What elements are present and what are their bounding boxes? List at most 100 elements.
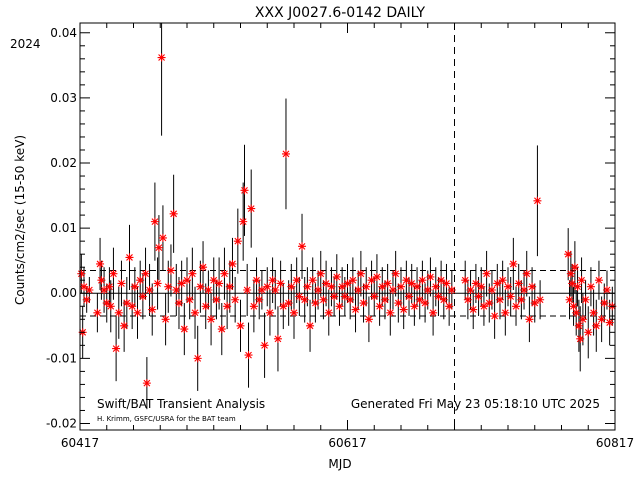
data-point-marker <box>268 276 277 285</box>
data-point-marker <box>300 295 309 304</box>
data-point-marker <box>356 269 365 278</box>
data-point-marker <box>477 282 486 291</box>
data-point-marker <box>592 321 601 330</box>
data-point-marker <box>236 321 245 330</box>
data-point-marker <box>335 302 344 311</box>
chart-title: XXX J0027.6-0142 DAILY <box>255 5 426 21</box>
data-point-marker <box>244 351 253 360</box>
data-point-marker <box>378 282 387 291</box>
data-point-marker <box>220 269 229 278</box>
data-markers <box>77 53 617 388</box>
data-point-marker <box>439 295 448 304</box>
data-point-marker <box>605 318 614 327</box>
data-point-marker <box>122 299 131 308</box>
data-point-marker <box>442 279 451 288</box>
data-point-marker <box>308 276 317 285</box>
data-point-marker <box>586 282 595 291</box>
data-point-marker <box>322 279 331 288</box>
data-point-marker <box>166 266 175 275</box>
x-tick-label: 60617 <box>328 436 366 450</box>
data-point-marker <box>495 295 504 304</box>
data-point-marker <box>77 269 86 278</box>
data-point-marker <box>584 328 593 337</box>
data-point-marker <box>340 292 349 301</box>
data-point-marker <box>528 282 537 291</box>
y-tick-label: -0.02 <box>46 416 77 430</box>
data-point-marker <box>530 299 539 308</box>
data-point-marker <box>522 269 531 278</box>
data-point-marker <box>397 282 405 291</box>
data-point-marker <box>536 295 545 304</box>
data-point-marker <box>279 302 288 311</box>
data-point-marker <box>172 285 181 294</box>
footer-analysis-label: Swift/BAT Transient Analysis <box>97 397 265 411</box>
data-point-marker <box>201 302 210 311</box>
data-point-marker <box>290 308 298 317</box>
data-point-marker <box>125 253 134 262</box>
data-point-marker <box>466 285 475 294</box>
y-axis-label: Counts/cm2/sec (15-50 keV) <box>13 135 27 305</box>
data-point-marker <box>199 263 208 272</box>
data-point-marker <box>469 305 478 314</box>
data-point-marker <box>112 344 121 353</box>
data-point-marker <box>319 295 328 304</box>
data-point-marker <box>388 285 397 294</box>
data-point-marker <box>100 285 109 294</box>
data-point-marker <box>418 276 427 285</box>
data-point-marker <box>239 217 248 226</box>
data-point-marker <box>482 269 491 278</box>
data-point-marker <box>485 299 494 308</box>
data-point-marker <box>474 292 483 301</box>
data-point-marker <box>324 308 333 317</box>
data-point-marker <box>243 285 252 294</box>
data-point-marker <box>180 325 189 334</box>
data-point-marker <box>565 295 574 304</box>
data-point-marker <box>364 315 373 324</box>
data-point-marker <box>311 299 320 308</box>
data-point-marker <box>193 354 202 363</box>
data-point-marker <box>240 186 249 195</box>
data-point-marker <box>600 299 609 308</box>
data-point-marker <box>217 325 226 334</box>
data-point-marker <box>372 272 381 281</box>
data-point-marker <box>394 299 403 308</box>
data-point-marker <box>204 285 213 294</box>
data-point-marker <box>148 305 157 314</box>
data-point-marker <box>463 295 472 304</box>
data-point-marker <box>509 259 518 268</box>
y-tick-label: 0.00 <box>50 286 77 300</box>
footer-credit: H. Krimm, GSFC/USRA for the BAT team <box>97 415 236 423</box>
data-point-marker <box>281 149 290 158</box>
data-point-marker <box>437 276 446 285</box>
data-point-marker <box>191 308 200 317</box>
data-point-marker <box>380 295 389 304</box>
data-point-marker <box>138 292 147 301</box>
data-point-marker <box>429 308 438 317</box>
data-point-marker <box>570 263 579 272</box>
y-tick-label: -0.01 <box>46 351 77 365</box>
data-point-marker <box>479 302 488 311</box>
data-point-marker <box>589 308 598 317</box>
data-point-marker <box>506 292 515 301</box>
data-point-marker <box>338 282 347 291</box>
data-point-marker <box>370 292 379 301</box>
data-point-marker <box>314 285 323 294</box>
data-point-marker <box>343 279 352 288</box>
data-point-marker <box>386 308 395 317</box>
data-point-marker <box>185 295 194 304</box>
data-point-marker <box>298 242 307 251</box>
data-point-marker <box>209 276 218 285</box>
data-point-marker <box>574 321 583 330</box>
data-point-marker <box>520 285 529 294</box>
data-point-marker <box>82 295 91 304</box>
data-point-marker <box>383 279 392 288</box>
data-point-marker <box>196 282 205 291</box>
data-point-marker <box>106 302 115 311</box>
data-point-marker <box>461 276 470 285</box>
data-point-marker <box>257 285 266 294</box>
data-point-marker <box>114 308 123 317</box>
data-point-marker <box>354 285 363 294</box>
data-point-marker <box>501 308 510 317</box>
data-point-marker <box>423 285 432 294</box>
